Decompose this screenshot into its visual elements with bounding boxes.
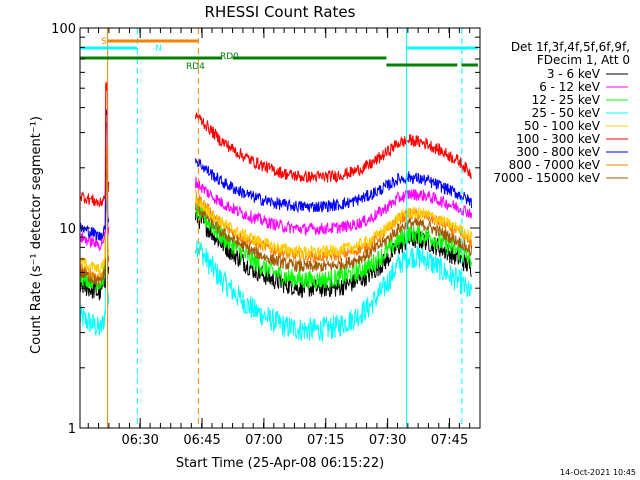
y-tick-label-100: 100: [51, 22, 76, 37]
series-line-12-25-kev-seg2: [194, 200, 473, 290]
legend-label-7: 800 - 7000 keV: [509, 158, 601, 172]
legend-label-2: 12 - 25 keV: [532, 93, 601, 107]
series-line-25-50-kev-seg2: [194, 240, 473, 342]
legend-label-0: 3 - 6 keV: [547, 67, 601, 81]
x-tick-label-5: 07:45: [431, 433, 468, 448]
x-tick-label-4: 07:30: [369, 433, 406, 448]
series-line-300-800-kev-seg2: [194, 158, 473, 214]
x-tick-label-0: 06:30: [121, 433, 158, 448]
y-tick-label-1: 1: [68, 422, 76, 437]
legend-label-1: 6 - 12 keV: [539, 80, 601, 94]
legend-label-3: 25 - 50 keV: [532, 106, 601, 120]
timestamp: 14-Oct-2021 10:45: [560, 468, 636, 477]
series-line-50-100-kev-seg1: [80, 141, 110, 277]
flag-label-s: S: [101, 37, 107, 47]
series-line-7000-15000-kev-seg1: [80, 158, 110, 287]
x-tick-label-3: 07:15: [307, 433, 344, 448]
series-line-6-12-kev-seg2: [194, 176, 473, 237]
legend: Det 1f,3f,4f,5f,6f,9f, FDecim 1, Att 0 3…: [493, 40, 630, 185]
legend-label-5: 100 - 300 keV: [516, 132, 600, 146]
legend-label-8: 7000 - 15000 keV: [493, 171, 600, 185]
series-line-800-7000-kev-seg2: [194, 189, 473, 265]
legend-label-6: 300 - 800 keV: [516, 145, 600, 159]
series-line-7000-15000-kev-seg2: [194, 201, 473, 273]
series-line-100-300-kev-seg1: [80, 81, 110, 208]
series-line-300-800-kev-seg1: [80, 109, 110, 241]
flag-label-rd0: RD0: [220, 52, 239, 62]
y-axis-label: Count Rate (s⁻¹ detector segment⁻¹): [29, 116, 44, 354]
x-tick-label-2: 07:00: [245, 433, 282, 448]
legend-header-decim: FDecim 1, Att 0: [537, 53, 630, 67]
x-axis-label: Start Time (25-Apr-08 06:15:22): [176, 456, 384, 471]
plot-area: [80, 81, 473, 342]
legend-header-detectors: Det 1f,3f,4f,5f,6f,9f,: [511, 40, 630, 54]
series-line-50-100-kev-seg2: [194, 196, 473, 258]
chart-title: RHESSI Count Rates: [205, 3, 356, 21]
series-line-25-50-kev-seg1: [80, 200, 110, 337]
legend-label-4: 50 - 100 keV: [524, 119, 601, 133]
y-tick-label-10: 10: [59, 222, 76, 237]
x-tick-label-1: 06:45: [183, 433, 220, 448]
flag-label-rd4: RD4: [186, 62, 205, 72]
series-line-100-300-kev-seg2: [194, 112, 472, 184]
flag-label-n: N: [155, 44, 162, 54]
series-line-3-6-kev-seg1: [80, 163, 110, 301]
plot-frame: [79, 27, 481, 429]
